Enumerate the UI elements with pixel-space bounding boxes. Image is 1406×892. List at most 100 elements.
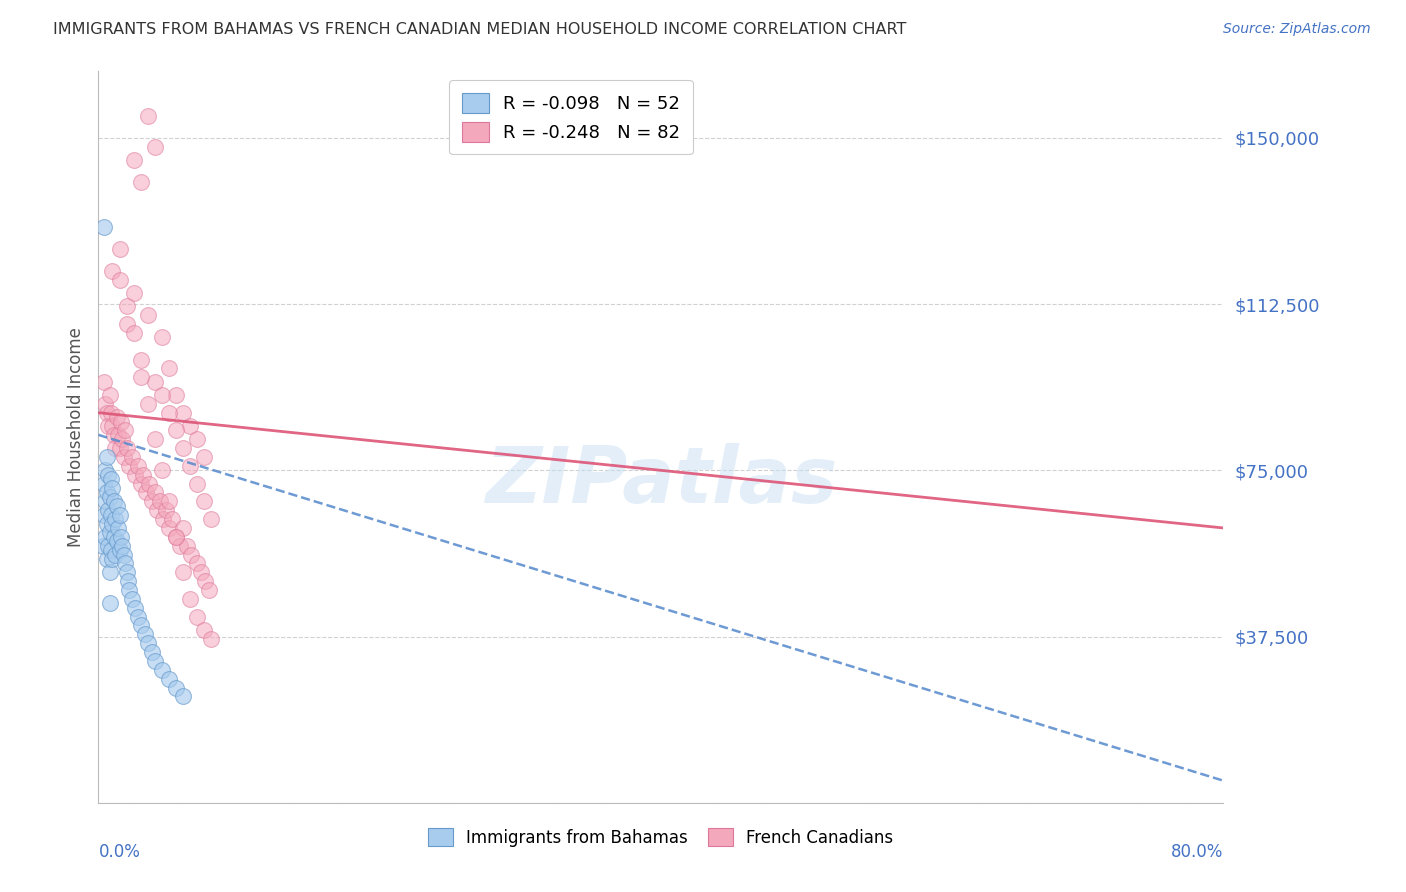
Point	[104, 441, 127, 455]
Point	[93, 375, 115, 389]
Point	[91, 539, 114, 553]
Point	[100, 472, 122, 486]
Point	[115, 299, 138, 313]
Point	[124, 600, 146, 615]
Point	[122, 285, 145, 300]
Point	[152, 512, 174, 526]
Point	[96, 450, 118, 464]
Point	[134, 627, 156, 641]
Point	[172, 441, 194, 455]
Point	[114, 557, 136, 571]
Point	[105, 499, 128, 513]
Point	[138, 476, 160, 491]
Point	[155, 503, 177, 517]
Point	[143, 485, 166, 500]
Point	[96, 406, 118, 420]
Point	[96, 516, 118, 531]
Point	[179, 419, 201, 434]
Point	[112, 450, 135, 464]
Point	[129, 618, 152, 632]
Point	[107, 428, 129, 442]
Point	[108, 273, 131, 287]
Point	[122, 326, 145, 340]
Point	[118, 458, 141, 473]
Point	[172, 690, 194, 704]
Point	[98, 490, 121, 504]
Point	[157, 521, 180, 535]
Point	[114, 424, 136, 438]
Point	[101, 516, 124, 531]
Point	[103, 428, 125, 442]
Point	[115, 317, 138, 331]
Point	[103, 530, 125, 544]
Point	[94, 530, 117, 544]
Point	[104, 548, 127, 562]
Point	[157, 406, 180, 420]
Point	[93, 476, 115, 491]
Point	[143, 432, 166, 446]
Point	[115, 441, 138, 455]
Point	[143, 375, 166, 389]
Point	[122, 153, 145, 167]
Point	[180, 548, 202, 562]
Point	[172, 566, 194, 580]
Point	[94, 397, 117, 411]
Point	[150, 388, 173, 402]
Point	[194, 574, 217, 589]
Text: IMMIGRANTS FROM BAHAMAS VS FRENCH CANADIAN MEDIAN HOUSEHOLD INCOME CORRELATION C: IMMIGRANTS FROM BAHAMAS VS FRENCH CANADI…	[53, 22, 907, 37]
Point	[190, 566, 212, 580]
Point	[100, 508, 122, 522]
Point	[98, 596, 121, 610]
Point	[97, 467, 120, 482]
Point	[150, 330, 173, 344]
Point	[186, 609, 208, 624]
Point	[111, 539, 134, 553]
Point	[165, 530, 187, 544]
Point	[96, 552, 118, 566]
Point	[165, 424, 187, 438]
Point	[124, 467, 146, 482]
Point	[193, 450, 215, 464]
Point	[115, 566, 138, 580]
Point	[100, 406, 122, 420]
Point	[104, 512, 127, 526]
Y-axis label: Median Household Income: Median Household Income	[66, 327, 84, 547]
Point	[107, 521, 129, 535]
Point	[186, 432, 208, 446]
Point	[110, 530, 132, 544]
Point	[118, 582, 141, 597]
Point	[143, 139, 166, 153]
Point	[146, 503, 169, 517]
Point	[112, 548, 135, 562]
Point	[103, 494, 125, 508]
Point	[136, 308, 159, 322]
Point	[200, 512, 222, 526]
Point	[160, 512, 183, 526]
Point	[111, 432, 134, 446]
Point	[93, 508, 115, 522]
Point	[150, 463, 173, 477]
Point	[172, 521, 194, 535]
Point	[186, 557, 208, 571]
Point	[97, 503, 120, 517]
Legend: Immigrants from Bahamas, French Canadians: Immigrants from Bahamas, French Canadian…	[418, 818, 904, 856]
Point	[105, 410, 128, 425]
Point	[100, 543, 122, 558]
Point	[101, 552, 124, 566]
Point	[176, 539, 198, 553]
Point	[129, 370, 152, 384]
Point	[127, 609, 149, 624]
Point	[129, 352, 152, 367]
Point	[135, 485, 157, 500]
Point	[169, 539, 191, 553]
Point	[165, 681, 187, 695]
Point	[198, 582, 221, 597]
Point	[150, 663, 173, 677]
Point	[101, 419, 124, 434]
Point	[105, 534, 128, 549]
Point	[121, 591, 143, 606]
Point	[94, 463, 117, 477]
Text: 0.0%: 0.0%	[98, 843, 141, 861]
Point	[94, 494, 117, 508]
Point	[101, 264, 124, 278]
